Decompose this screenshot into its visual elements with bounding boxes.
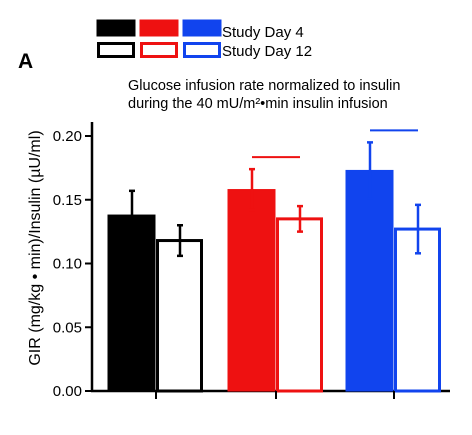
bar-filled xyxy=(107,214,156,392)
y-axis-title: GIR (mg/kg • min)/Insulin (µU/ml) xyxy=(27,130,44,365)
y-tick-label: 0.05 xyxy=(53,319,82,336)
y-tick-label: 0.10 xyxy=(53,256,82,273)
bars xyxy=(107,129,441,399)
legend-swatch-open xyxy=(183,42,221,58)
legend-swatch-open xyxy=(140,42,178,58)
panel-label: A xyxy=(18,50,33,73)
y-tick-label: 0.15 xyxy=(53,192,82,209)
y-tick-label: 0.20 xyxy=(53,128,82,145)
bar-filled xyxy=(227,189,276,392)
legend xyxy=(96,19,222,58)
chart-title-line-1: Glucose infusion rate normalized to insu… xyxy=(128,78,400,94)
legend-label-study-day-4: Study Day 4 xyxy=(222,24,304,41)
legend-label-study-day-12: Study Day 12 xyxy=(222,43,312,60)
legend-swatch-open xyxy=(97,42,135,58)
legend-swatch-filled xyxy=(182,19,222,37)
legend-swatch-filled xyxy=(139,19,179,37)
bar-filled xyxy=(345,169,394,392)
chart-title-line-2: during the 40 mU/m²•min insulin infusion xyxy=(128,96,388,112)
bar-open xyxy=(276,217,323,393)
bar-open xyxy=(156,239,203,393)
y-tick-label: 0.00 xyxy=(53,383,82,400)
legend-swatch-filled xyxy=(96,19,136,37)
